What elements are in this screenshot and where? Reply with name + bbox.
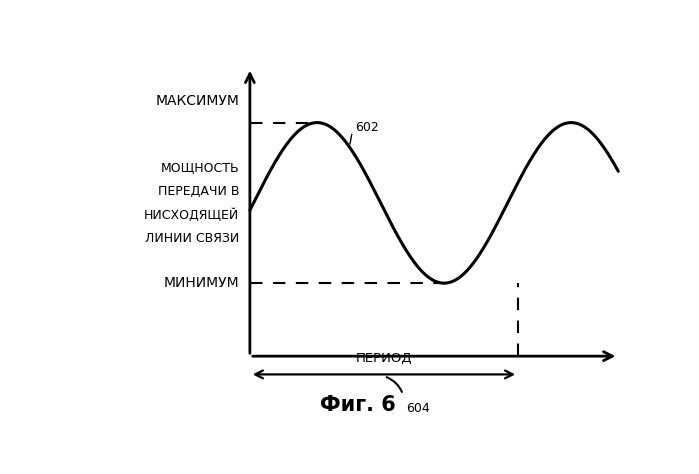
Text: ПЕРЕДАЧИ В: ПЕРЕДАЧИ В — [157, 184, 239, 198]
Text: МИНИМУМ: МИНИМУМ — [164, 276, 239, 290]
Text: ПЕРИОД: ПЕРИОД — [356, 352, 412, 365]
Text: ЛИНИИ СВЯЗИ: ЛИНИИ СВЯЗИ — [145, 232, 239, 245]
Text: НИСХОДЯЩЕЙ: НИСХОДЯЩЕЙ — [144, 208, 239, 221]
Text: МАКСИМУМ: МАКСИМУМ — [155, 94, 239, 108]
Text: МОЩНОСТЬ: МОЩНОСТЬ — [161, 161, 239, 174]
Text: 602: 602 — [355, 120, 379, 134]
Text: Фиг. 6: Фиг. 6 — [320, 394, 396, 415]
Text: 604: 604 — [405, 402, 429, 415]
